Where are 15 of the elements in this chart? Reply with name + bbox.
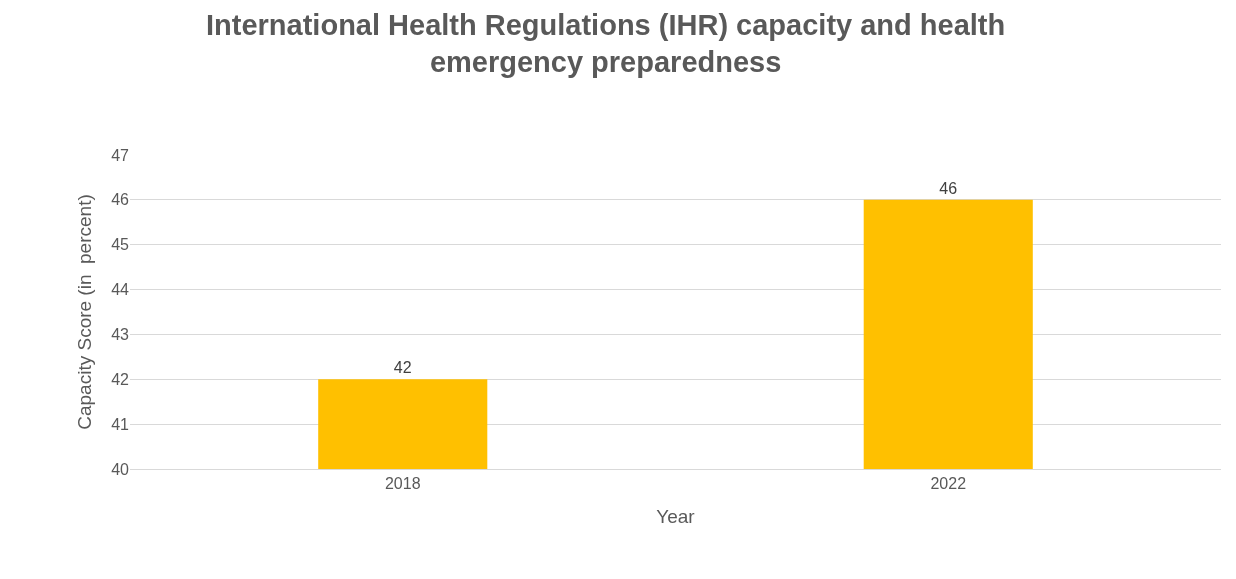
y-tick-label: 46	[111, 191, 130, 209]
data-label: 46	[939, 179, 958, 197]
y-tick-label: 47	[111, 146, 130, 164]
chart-title: International Health Regulations (IHR) capacity and health emergency preparedness	[206, 8, 1006, 79]
y-tick-label: 41	[111, 415, 130, 433]
x-axis-title: Year	[656, 506, 696, 527]
x-tick-label: 2022	[930, 475, 967, 493]
y-tick-label: 40	[111, 460, 130, 478]
x-tick-label: 2018	[384, 475, 421, 493]
y-tick-label: 44	[111, 281, 130, 299]
data-label: 42	[393, 359, 412, 377]
y-tick-label: 43	[111, 326, 130, 344]
y-tick-label: 42	[111, 370, 130, 388]
y-tick-label: 45	[111, 236, 130, 254]
y-axis-title: Capacity Score (in percent)	[74, 194, 96, 430]
